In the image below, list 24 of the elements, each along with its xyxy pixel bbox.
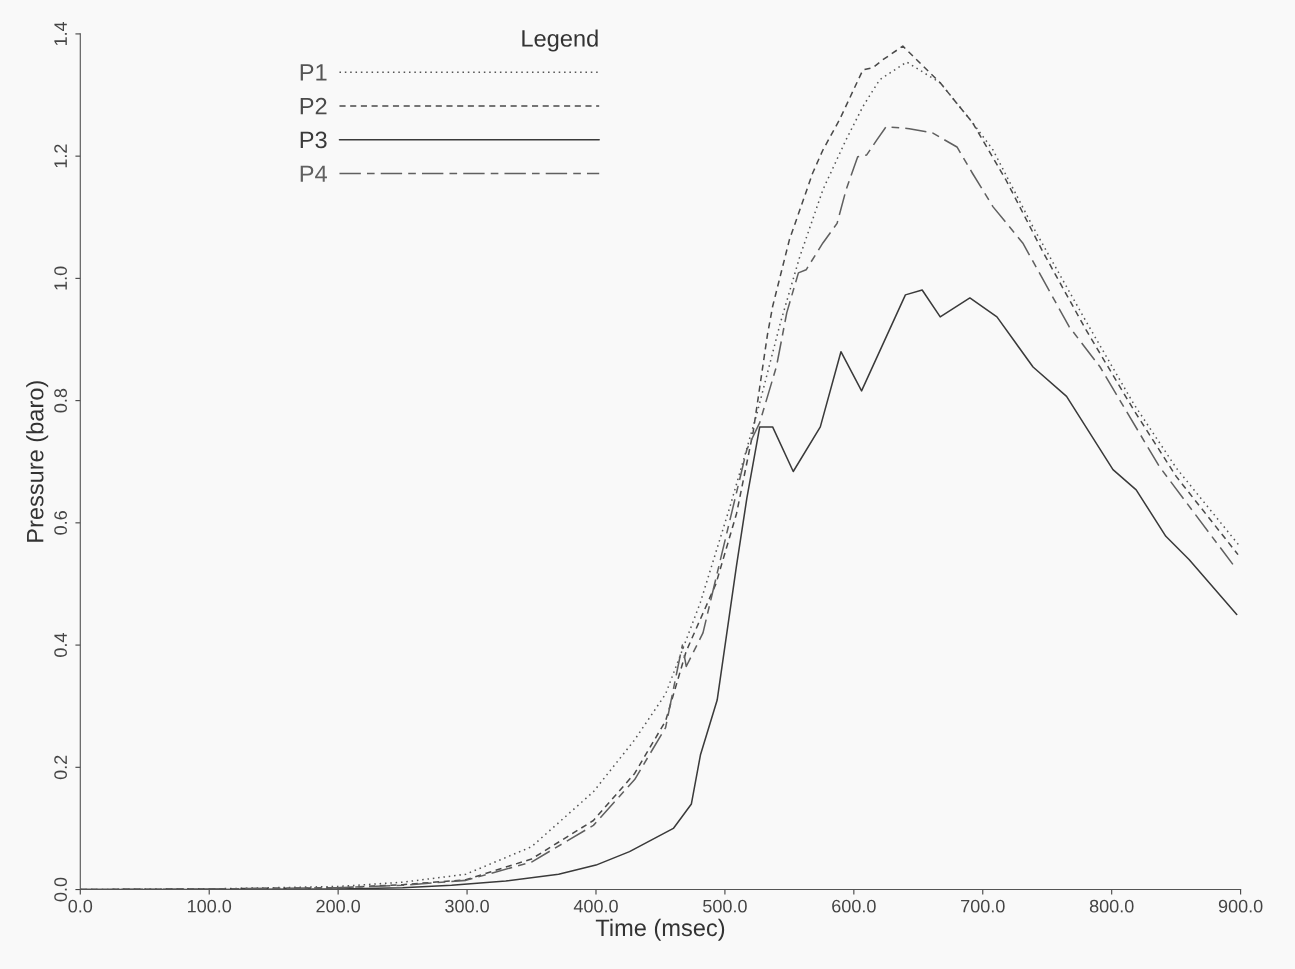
y-tick-label: 0.6: [54, 511, 67, 535]
x-tick-label: 300.0: [445, 899, 489, 913]
y-tick-label: 0.8: [54, 388, 67, 413]
x-tick-label: 200.0: [316, 899, 361, 913]
text: P4: [300, 165, 327, 182]
text: P2: [300, 97, 327, 115]
x-tick-label: 100.0: [188, 899, 232, 913]
x-tick-label: 600.0: [832, 899, 876, 913]
x-tick-label: 400.0: [573, 899, 618, 913]
x-tick-label: 500.0: [703, 899, 747, 913]
x-tick-label: 900.0: [1218, 899, 1263, 913]
legend-title: Legend: [522, 29, 598, 52]
text: P1: [300, 64, 327, 81]
x-tick-label: 0.0: [68, 899, 93, 913]
y-tick-label: 1.2: [54, 144, 67, 168]
y-tick-label: 1.0: [54, 266, 67, 290]
y-axis-title: Pressure (baro): [26, 381, 49, 542]
x-tick-label: 700.0: [961, 899, 1005, 913]
text: P3: [300, 131, 327, 149]
y-tick-label: 1.4: [54, 21, 67, 46]
y-tick-label: 0.2: [54, 755, 67, 780]
y-tick-label: 0.4: [54, 633, 67, 657]
x-tick-label: 800.0: [1089, 899, 1134, 913]
x-axis-title: Time (msec): [595, 918, 725, 941]
